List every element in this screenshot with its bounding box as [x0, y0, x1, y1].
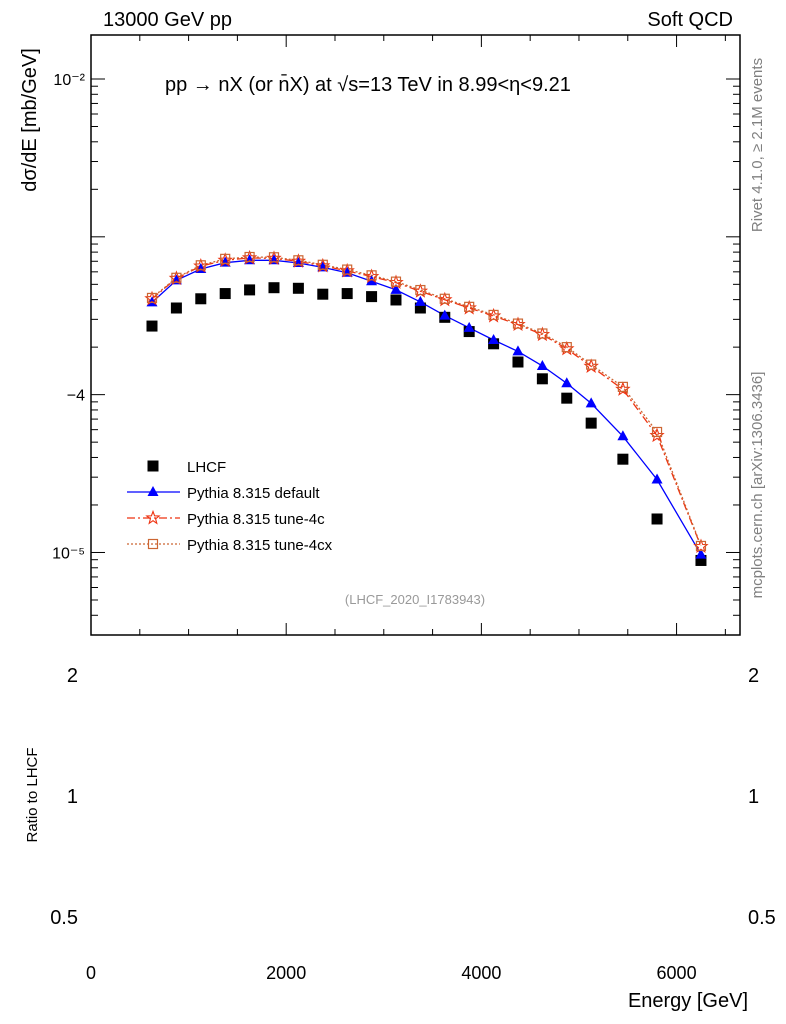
ratio-tick-label-left: 1 — [67, 786, 78, 808]
legend-label-lhcf: LHCF — [187, 459, 226, 476]
marker-pythia-8-315-tune-4cx — [146, 292, 158, 304]
main-axis-ticks — [90, 35, 740, 636]
legend-label-pythia-8-315-tune-4c: Pythia 8.315 tune-4c — [187, 511, 325, 528]
marker-pythia-8-315-tune-4cx — [464, 301, 475, 312]
ratio-tick-label-left: 0.5 — [50, 907, 78, 929]
y-tick-label: 10⁻² — [53, 72, 85, 89]
marker-pythia-8-315-tune-4cx — [586, 359, 597, 370]
y-tick-label: 10⁻⁵ — [52, 545, 85, 562]
marker-pythia-8-315-tune-4cx — [617, 381, 628, 392]
x-tick-label: 6000 — [657, 963, 697, 983]
marker-pythia-8-315-default — [561, 377, 573, 388]
x-axis-label: Energy [GeV] — [628, 990, 748, 1012]
marker-pythia-8-315-default — [651, 473, 663, 484]
marker-pythia-8-315-tune-4cx — [651, 426, 663, 438]
legend-marker-pythia-8-315-default — [147, 486, 159, 496]
y-axis-label: dσ/dE [mb/GeV] — [19, 48, 41, 192]
legend-label-pythia-8-315-default: Pythia 8.315 default — [187, 485, 320, 502]
series-line-pythia-8-315-tune-4c — [151, 257, 702, 547]
marker-pythia-8-315-tune-4cx — [317, 259, 328, 270]
legend-label-pythia-8-315-tune-4cx: Pythia 8.315 tune-4cx — [187, 537, 333, 554]
x-tick-label: 4000 — [461, 963, 501, 983]
marker-lhcf — [695, 554, 707, 566]
x-tick-label: 0 — [86, 963, 96, 983]
plot-title: pp → nX (or n̄X) at √s=13 TeV in 8.99<η<… — [165, 73, 571, 96]
marker-lhcf — [651, 513, 663, 525]
marker-pythia-8-315-tune-4cx — [695, 540, 707, 552]
x-tick-label: 2000 — [266, 963, 306, 983]
marker-lhcf — [219, 288, 231, 300]
ratio-tick-label-right: 0.5 — [748, 907, 776, 929]
marker-pythia-8-315-default — [219, 256, 231, 267]
marker-lhcf — [341, 288, 353, 300]
marker-lhcf — [414, 302, 426, 314]
marker-lhcf — [292, 282, 304, 294]
ratio-tick-label-right: 2 — [748, 665, 759, 687]
marker-pythia-8-315-tune-4cx — [268, 252, 280, 263]
marker-pythia-8-315-default — [439, 309, 451, 320]
marker-pythia-8-315-tune-4cx — [439, 293, 450, 304]
marker-lhcf — [244, 284, 256, 296]
marker-pythia-8-315-tune-4cx — [342, 264, 353, 275]
marker-pythia-8-315-default — [536, 359, 548, 370]
marker-lhcf — [561, 392, 573, 404]
header-process-label: Soft QCD — [647, 9, 733, 31]
marker-lhcf — [390, 294, 402, 306]
marker-pythia-8-315-tune-4cx — [537, 328, 548, 339]
marker-pythia-8-315-tune-4cx — [244, 251, 255, 263]
marker-pythia-8-315-default — [463, 321, 475, 332]
series-lines — [151, 256, 702, 555]
analysis-tag: (LHCF_2020_I1783943) — [345, 592, 485, 607]
legend: LHCF Pythia 8.315 default Pythia 8.315 tun… — [127, 459, 333, 554]
marker-pythia-8-315-default — [512, 345, 524, 356]
rivet-version-label: Rivet 4.1.0, ≥ 2.1M events — [749, 58, 766, 232]
y-tick-label: −4 — [67, 388, 85, 405]
header-energy-label: 13000 GeV pp — [103, 9, 232, 31]
marker-lhcf — [170, 302, 182, 314]
legend-marker-pythia-8-315-tune-4cx — [147, 538, 159, 550]
legend-marker-pythia-8-315-tune-4c — [145, 509, 161, 525]
series-line-pythia-8-315-default — [151, 259, 702, 555]
marker-lhcf — [536, 373, 548, 385]
marker-lhcf — [317, 288, 329, 300]
marker-pythia-8-315-tune-4cx — [512, 318, 524, 329]
series-markers — [144, 249, 709, 566]
marker-pythia-8-315-tune-4cx — [561, 342, 572, 353]
marker-pythia-8-315-tune-4cx — [171, 272, 182, 283]
marker-pythia-8-315-default — [414, 295, 426, 306]
marker-pythia-8-315-default — [695, 548, 707, 559]
main-panel-frame — [90, 34, 741, 636]
series-line-pythia-8-315-tune-4cx — [151, 256, 702, 547]
legend-marker-lhcf — [147, 460, 159, 472]
marker-pythia-8-315-tune-4cx — [415, 284, 426, 296]
mcplots-label: mcplots.cern.ch [arXiv:1306.3436] — [749, 372, 766, 599]
marker-lhcf — [268, 282, 280, 294]
ratio-tick-label-right: 1 — [748, 786, 759, 808]
marker-lhcf — [366, 291, 378, 303]
x-tick-labels: 0 2000 4000 6000 — [86, 963, 697, 983]
marker-pythia-8-315-tune-4cx — [195, 260, 206, 271]
marker-pythia-8-315-tune-4cx — [220, 253, 231, 264]
marker-lhcf — [585, 417, 597, 429]
marker-pythia-8-315-tune-4cx — [366, 270, 377, 281]
marker-lhcf — [195, 293, 207, 305]
marker-lhcf — [146, 320, 158, 332]
y-tick-labels: 10⁻² −4 10⁻⁵ — [52, 72, 86, 562]
ratio-panel: 2 2 1 1 0.5 0.5 — [50, 665, 776, 929]
marker-pythia-8-315-tune-4cx — [488, 309, 499, 321]
ratio-y-axis-label: Ratio to LHCF — [24, 747, 41, 842]
marker-pythia-8-315-default — [488, 333, 500, 344]
marker-pythia-8-315-default — [617, 430, 629, 441]
marker-pythia-8-315-default — [585, 397, 597, 408]
marker-pythia-8-315-tune-4cx — [390, 276, 402, 287]
marker-lhcf — [617, 453, 629, 465]
marker-pythia-8-315-tune-4cx — [293, 255, 304, 266]
marker-lhcf — [512, 356, 524, 368]
marker-pythia-8-315-default — [390, 283, 402, 294]
ratio-tick-label-left: 2 — [67, 665, 78, 687]
